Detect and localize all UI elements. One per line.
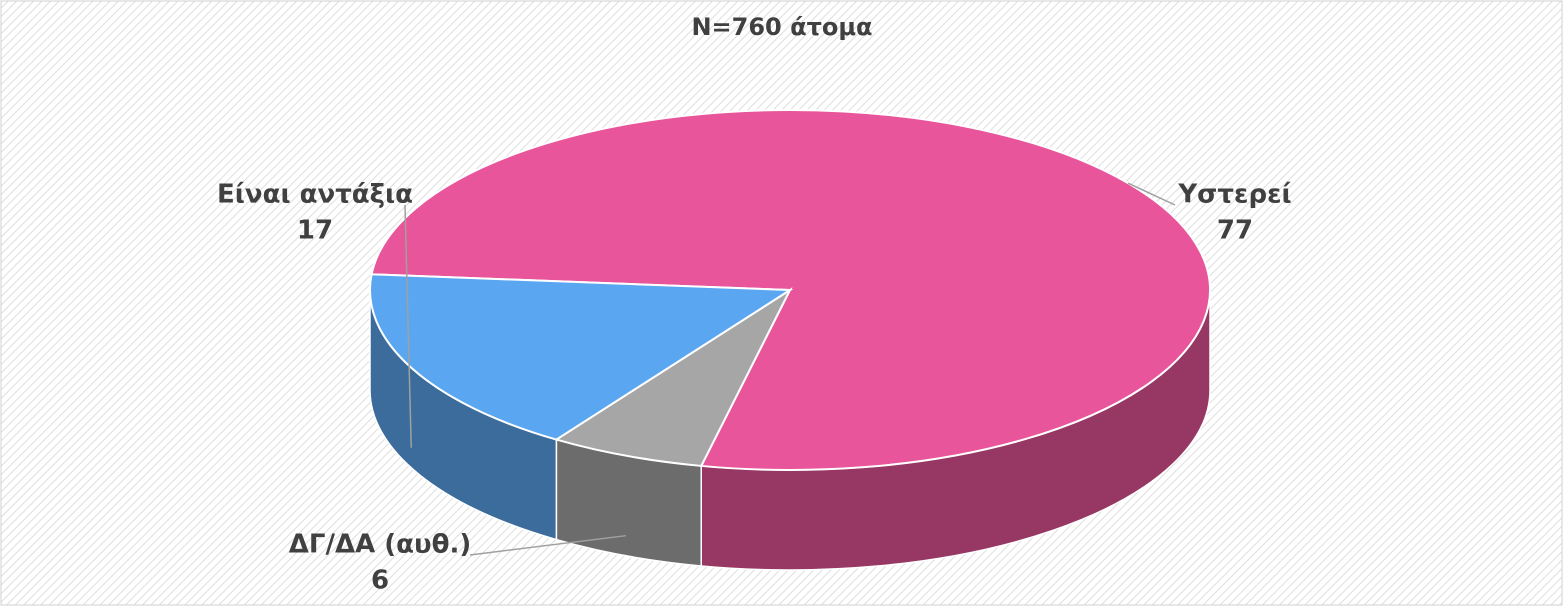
leader-line: [1127, 182, 1176, 206]
data-label-name: Είναι αντάξια: [217, 180, 413, 210]
data-label-value: 17: [297, 216, 333, 246]
data-label-name: ΔΓ/ΔΑ (αυθ.): [289, 530, 471, 560]
data-label-name: Υστερεί: [1177, 180, 1291, 210]
leader-line: [404, 204, 412, 448]
data-label-value: 77: [1217, 216, 1253, 246]
chart-title: N=760 άτομα: [691, 13, 872, 41]
slice: [369, 273, 794, 441]
leader-line: [469, 534, 626, 556]
slice: [553, 287, 793, 467]
data-label-value: 6: [371, 566, 389, 596]
